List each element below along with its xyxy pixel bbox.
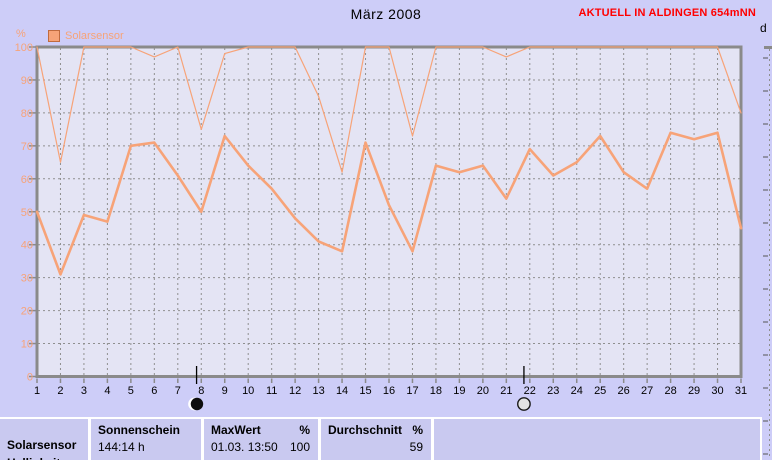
series-line-solarsensor-daily-max — [36, 46, 742, 173]
page-title: März 2008 — [350, 6, 422, 22]
x-tick-label: 15 — [359, 385, 371, 397]
x-tick-label: 23 — [547, 385, 559, 397]
x-tick-label: 16 — [383, 385, 395, 397]
series-line-solarsensor-daily-mean — [35, 131, 743, 276]
x-tick-label: 29 — [688, 385, 700, 397]
summary-table: Solarsensor Helligkeit Sonnenschein 144:… — [0, 417, 762, 460]
x-tick-label: 1 — [34, 385, 40, 397]
x-tick-label: 20 — [477, 385, 489, 397]
legend-label: Solarsensor — [65, 30, 124, 42]
y-tick-label: 90 — [21, 75, 33, 87]
x-tick-label: 2 — [57, 385, 63, 397]
x-tick-label: 7 — [175, 385, 181, 397]
durchschnitt-value: 59 — [409, 440, 423, 454]
y-tick-label: 40 — [21, 240, 33, 252]
series-label: Solarsensor — [7, 438, 77, 452]
x-tick-label: 17 — [406, 385, 418, 397]
x-tick-label: 21 — [500, 385, 512, 397]
x-tick-label: 25 — [594, 385, 606, 397]
x-tick-label: 18 — [430, 385, 442, 397]
y-tick-label: 20 — [21, 306, 33, 318]
x-tick-label: 13 — [312, 385, 324, 397]
legend-swatch-icon — [48, 30, 60, 42]
x-tick-label: 6 — [151, 385, 157, 397]
x-tick-label: 3 — [81, 385, 87, 397]
full-moon-icon — [517, 397, 531, 411]
x-tick-label: 5 — [128, 385, 134, 397]
maxwert-date: 01.03. 13:50 — [211, 440, 278, 454]
x-tick-label: 28 — [664, 385, 676, 397]
chart-frame — [35, 45, 743, 378]
table-cell-series: Solarsensor Helligkeit — [0, 419, 88, 460]
y-axis-unit-label: % — [16, 28, 26, 40]
y-tick-label: 60 — [21, 174, 33, 186]
new-moon-icon — [190, 397, 204, 411]
plot-area — [37, 47, 741, 377]
y-tick-label: 30 — [21, 273, 33, 285]
x-tick-label: 8 — [198, 385, 204, 397]
x-tick-label: 22 — [524, 385, 536, 397]
y-tick-label: 70 — [21, 141, 33, 153]
series-label-next: Helligkeit — [7, 456, 80, 460]
x-tick-label: 27 — [641, 385, 653, 397]
table-cell-maxwert: MaxWert % 01.03. 13:50 100 — [201, 419, 318, 460]
legend: Solarsensor — [48, 30, 124, 42]
table-cell-empty — [431, 419, 760, 460]
durchschnitt-header: Durchschnitt — [328, 423, 403, 437]
x-tick-label: 31 — [735, 385, 747, 397]
maxwert-header: MaxWert — [211, 423, 261, 437]
y-tick-label: 50 — [21, 207, 33, 219]
durchschnitt-unit: % — [412, 423, 423, 437]
x-tick-label: 24 — [571, 385, 583, 397]
y-tick-label: 80 — [21, 108, 33, 120]
table-cell-sonnenschein: Sonnenschein 144:14 h — [88, 419, 201, 460]
x-tick-label: 4 — [104, 385, 110, 397]
x-tick-label: 11 — [266, 385, 277, 397]
sonnenschein-value: 144:14 h — [98, 440, 145, 454]
x-tick-label: 9 — [222, 385, 228, 397]
sonnenschein-header: Sonnenschein — [98, 423, 181, 437]
y-tick-label: 10 — [21, 339, 33, 351]
x-tick-label: 26 — [618, 385, 630, 397]
table-cell-durchschnitt: Durchschnitt % 59 — [318, 419, 431, 460]
new-moon-icon-halo — [188, 397, 201, 411]
x-tick-label: 30 — [711, 385, 723, 397]
x-tick-label: 19 — [453, 385, 465, 397]
x-tick-label: 10 — [242, 385, 254, 397]
y-tick-label: 100 — [15, 42, 33, 54]
maxwert-value: 100 — [289, 440, 310, 454]
maxwert-unit: % — [299, 423, 310, 437]
y-tick-label: 0 — [27, 372, 33, 384]
status-banner: AKTUELL IN ALDINGEN 654mNN — [578, 7, 756, 19]
x-tick-label: 12 — [289, 385, 301, 397]
right-axis-label-d: d — [760, 21, 767, 35]
x-tick-label: 14 — [336, 385, 348, 397]
